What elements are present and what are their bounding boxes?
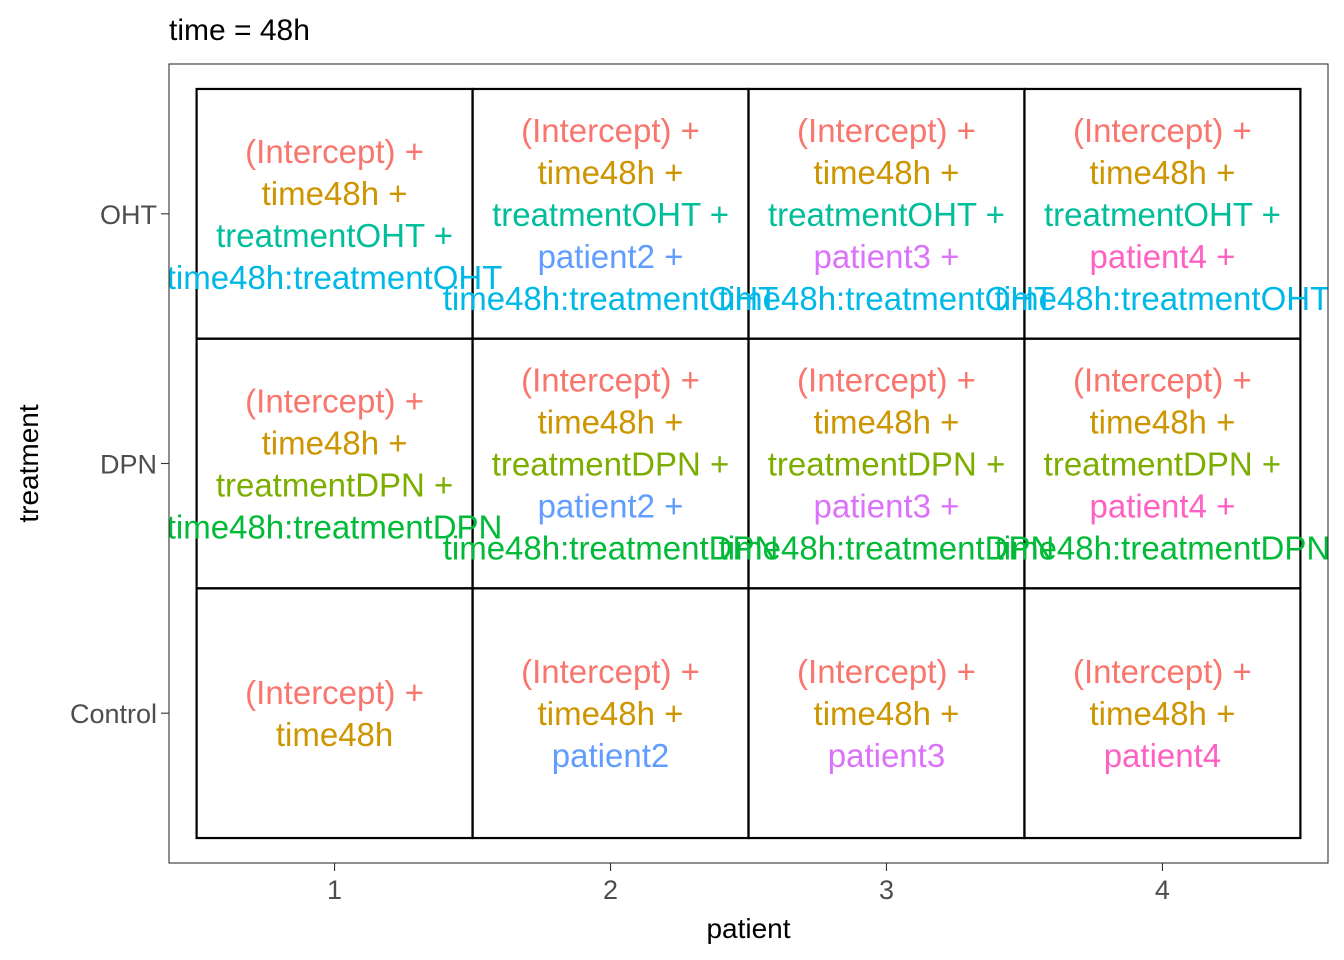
x-axis-title: patient xyxy=(706,913,790,944)
cell-term-label: patient3 + xyxy=(814,488,960,525)
cell-term-label: treatmentDPN + xyxy=(216,467,454,504)
y-axis-title: treatment xyxy=(13,404,44,522)
cell-term-label: time48h + xyxy=(538,154,684,191)
cell-term-label: time48h:treatmentDPN xyxy=(719,530,1055,567)
cell-term-label: patient2 + xyxy=(538,488,684,525)
cell-term-label: (Intercept) + xyxy=(1073,112,1252,149)
cell-term-label: time48h:treatmentOHT xyxy=(995,280,1331,317)
cell-term-label: treatmentOHT + xyxy=(216,217,453,254)
cell-term-label: time48h + xyxy=(814,404,960,441)
cell-term-label: time48h xyxy=(276,716,393,753)
cell-term-label: time48h + xyxy=(262,425,408,462)
cell-term-label: patient3 xyxy=(828,737,945,774)
cell-term-label: (Intercept) + xyxy=(521,653,700,690)
cell-term-label: time48h + xyxy=(814,154,960,191)
cell-term-label: (Intercept) + xyxy=(797,653,976,690)
cell-term-label: (Intercept) + xyxy=(245,133,424,170)
cell-term-label: time48h + xyxy=(1090,695,1236,732)
cell-borders xyxy=(195,87,1302,840)
cell-term-label: treatmentDPN + xyxy=(1044,446,1282,483)
cell-term-label: time48h:treatmentOHT xyxy=(443,280,779,317)
cell-term-label: treatmentDPN + xyxy=(768,446,1006,483)
x-tick-label: 1 xyxy=(327,875,342,905)
cell-term-label: (Intercept) + xyxy=(1073,653,1252,690)
cell-term-label: time48h + xyxy=(538,695,684,732)
chart-title: time = 48h xyxy=(169,14,310,47)
y-tick-label: OHT xyxy=(100,200,157,230)
cell-term-label: treatmentOHT + xyxy=(492,196,729,233)
cell-term-label: patient3 + xyxy=(814,238,960,275)
cell-term-label: time48h + xyxy=(538,404,684,441)
cell-term-label: time48h + xyxy=(1090,404,1236,441)
y-tick-label: DPN xyxy=(100,450,157,480)
y-tick-label: Control xyxy=(70,699,157,729)
cell-term-label: patient4 + xyxy=(1089,238,1235,275)
cell-term-label: treatmentOHT + xyxy=(768,196,1005,233)
cell-tile xyxy=(1023,587,1302,840)
cell-term-label: (Intercept) + xyxy=(1073,362,1252,399)
cell-term-label: patient4 xyxy=(1104,737,1221,774)
cell-term-label: time48h + xyxy=(262,175,408,212)
cell-term-label: (Intercept) + xyxy=(245,674,424,711)
cell-term-label: patient2 xyxy=(552,737,669,774)
cell-term-label: (Intercept) + xyxy=(245,383,424,420)
cell-term-label: treatmentDPN + xyxy=(492,446,730,483)
x-axis: 1 2 3 4 xyxy=(327,863,1170,905)
cell-term-label: time48h:treatmentDPN xyxy=(443,530,779,567)
cell-term-label: (Intercept) + xyxy=(521,112,700,149)
cell-term-label: time48h:treatmentOHT xyxy=(719,280,1055,317)
x-tick-label: 2 xyxy=(603,875,618,905)
cell-term-label: patient4 + xyxy=(1089,488,1235,525)
x-tick-label: 3 xyxy=(879,875,894,905)
cell-term-label: time48h:treatmentDPN xyxy=(167,509,503,546)
cell-term-label: time48h + xyxy=(814,695,960,732)
cell-term-label: (Intercept) + xyxy=(521,362,700,399)
x-tick-label: 4 xyxy=(1155,875,1170,905)
y-axis: Control DPN OHT xyxy=(70,200,169,729)
cell-term-label: time48h:treatmentOHT xyxy=(167,259,503,296)
cell-term-label: (Intercept) + xyxy=(797,112,976,149)
cell-term-label: time48h + xyxy=(1090,154,1236,191)
cell-term-label: patient2 + xyxy=(538,238,684,275)
cell-term-label: time48h:treatmentDPN xyxy=(995,530,1331,567)
cell-labels: (Intercept) + time48h + treatmentOHT + time… xyxy=(167,112,1331,774)
cell-term-label: (Intercept) + xyxy=(797,362,976,399)
cell-term-label: treatmentOHT + xyxy=(1044,196,1281,233)
